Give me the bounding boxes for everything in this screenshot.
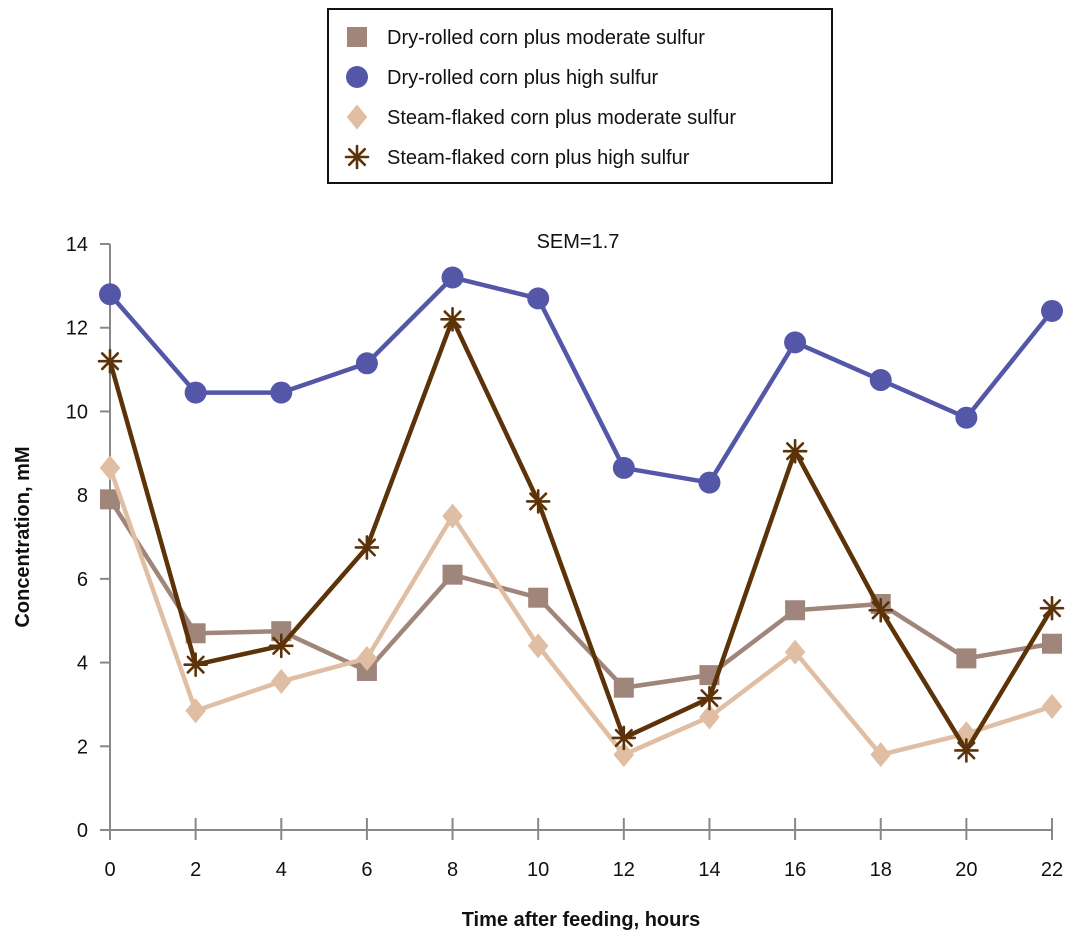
data-point xyxy=(183,652,208,677)
x-tick-label: 12 xyxy=(613,859,635,881)
legend-label: Dry-rolled corn plus high sulfur xyxy=(387,67,659,89)
y-tick-label: 10 xyxy=(66,401,88,423)
legend-marker-circle xyxy=(346,66,368,88)
data-point xyxy=(270,381,293,404)
y-tick-label: 12 xyxy=(66,318,88,340)
data-point xyxy=(356,645,378,671)
x-tick-label: 16 xyxy=(784,859,806,881)
y-tick-label: 2 xyxy=(77,736,88,758)
data-point xyxy=(528,587,549,608)
data-point xyxy=(99,283,121,306)
legend-marker-square xyxy=(347,27,367,47)
legend-label: Steam-flaked corn plus high sulfur xyxy=(387,147,690,169)
data-point xyxy=(869,369,892,392)
series-layer xyxy=(97,266,1065,768)
data-point xyxy=(527,633,549,659)
data-point xyxy=(268,633,294,659)
y-axis-title: Concentration, mM xyxy=(12,446,34,627)
x-tick-label: 2 xyxy=(190,859,201,881)
data-point xyxy=(954,738,979,763)
series-line xyxy=(108,275,1054,485)
data-point xyxy=(699,704,720,730)
x-tick-label: 22 xyxy=(1041,859,1063,881)
data-point xyxy=(697,685,722,711)
series-line xyxy=(107,467,1053,757)
x-axis-title: Time after feeding, hours xyxy=(462,909,701,931)
x-tick-label: 4 xyxy=(276,859,287,881)
data-point xyxy=(613,677,634,698)
data-point xyxy=(785,600,806,621)
x-tick-label: 14 xyxy=(698,859,720,881)
data-point xyxy=(1041,299,1063,322)
series-square xyxy=(100,489,1062,698)
data-point xyxy=(440,307,465,332)
data-point xyxy=(527,287,550,310)
axes: 0 2 4 6 8 10 12 14 0 2 4 6 8 10 12 14 16 18 20 22 xyxy=(66,234,1063,881)
x-tick-label: 0 xyxy=(104,859,115,881)
y-tick-label: 8 xyxy=(77,485,88,507)
data-point xyxy=(1041,694,1063,720)
y-tick-label: 0 xyxy=(77,820,88,842)
data-point xyxy=(1039,595,1065,621)
y-tick-label: 14 xyxy=(66,234,88,256)
x-tick-label: 6 xyxy=(361,859,372,881)
data-point xyxy=(442,564,463,585)
y-tick-label: 4 xyxy=(77,653,88,675)
data-point xyxy=(100,489,120,510)
data-point xyxy=(441,266,464,289)
x-tick-label: 10 xyxy=(527,859,549,881)
data-point xyxy=(955,406,978,429)
data-point xyxy=(97,348,123,374)
data-point xyxy=(612,456,635,479)
sem-annotation: SEM=1.7 xyxy=(537,231,620,253)
data-point xyxy=(354,535,380,560)
data-point xyxy=(784,639,806,665)
legend-label: Steam-flaked corn plus moderate sulfur xyxy=(387,107,736,129)
data-point xyxy=(271,621,292,642)
data-point xyxy=(99,455,121,481)
legend-label: Dry-rolled corn plus moderate sulfur xyxy=(387,27,705,49)
data-point xyxy=(271,668,292,694)
legend: Dry-rolled corn plus moderate sulfur Dry-… xyxy=(327,8,833,184)
legend-marker-asterisk xyxy=(344,144,370,170)
series-circle xyxy=(99,266,1063,494)
legend-box xyxy=(327,8,833,184)
data-point xyxy=(698,471,721,494)
x-tick-label: 20 xyxy=(955,859,977,881)
data-point xyxy=(1042,633,1062,654)
series-line xyxy=(108,498,1053,690)
data-point xyxy=(782,438,808,464)
series-asterisk xyxy=(97,307,1065,763)
data-point xyxy=(356,660,377,681)
data-point xyxy=(870,742,891,768)
legend-marker-diamond xyxy=(346,104,368,130)
data-point xyxy=(784,331,807,354)
data-point xyxy=(442,503,463,529)
series-diamond xyxy=(99,455,1063,768)
data-point xyxy=(868,597,894,623)
data-point xyxy=(185,698,206,724)
data-point xyxy=(956,648,977,669)
data-point xyxy=(355,352,378,375)
series-line xyxy=(107,317,1054,753)
x-tick-label: 18 xyxy=(870,859,892,881)
data-point xyxy=(185,623,206,644)
data-point xyxy=(184,381,207,404)
data-point xyxy=(611,725,637,751)
x-tick-label: 8 xyxy=(447,859,458,881)
y-tick-label: 6 xyxy=(77,569,88,591)
data-point xyxy=(613,742,635,768)
data-point xyxy=(525,489,551,514)
